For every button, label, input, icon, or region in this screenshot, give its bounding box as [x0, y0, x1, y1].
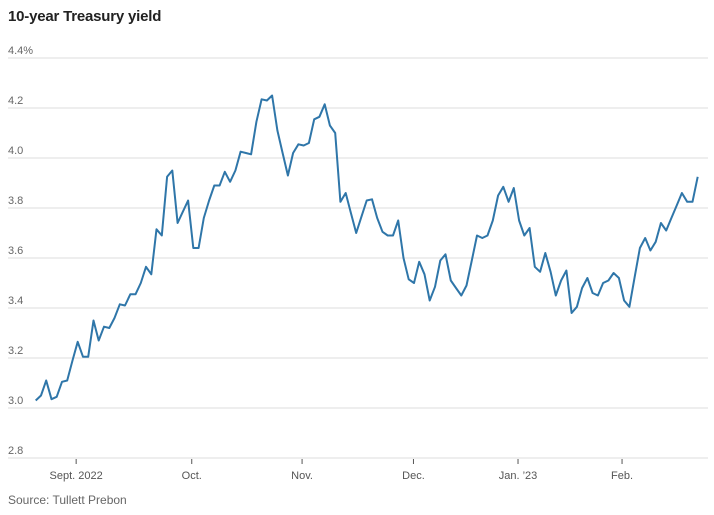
x-axis-ticks: Sept. 2022 Oct. Nov. Dec. Jan. ’23 Feb.	[50, 459, 633, 482]
source-note: Source: Tullett Prebon	[8, 493, 127, 507]
x-tick-label: Feb.	[611, 470, 633, 482]
y-tick-label: 4.2	[8, 95, 23, 107]
x-tick-label: Jan. ’23	[499, 470, 538, 482]
y-tick-label: 3.2	[8, 345, 23, 357]
x-tick-label: Oct.	[182, 470, 202, 482]
y-axis-labels: 4.4% 4.2 4.0 3.8 3.6 3.4 3.2 3.0 2.8	[8, 45, 33, 457]
y-tick-label: 4.0	[8, 145, 23, 157]
y-tick-label: 3.8	[8, 195, 23, 207]
series-line-10-year-yield	[35, 94, 699, 402]
y-tick-label: 3.6	[8, 245, 23, 257]
x-tick-label: Sept. 2022	[50, 470, 103, 482]
gridlines	[8, 57, 708, 459]
series-layer	[35, 94, 699, 402]
x-tick-label: Nov.	[291, 470, 313, 482]
x-tick-label: Dec.	[402, 470, 425, 482]
y-tick-label: 3.4	[8, 295, 23, 307]
chart-title: 10-year Treasury yield	[8, 8, 162, 25]
y-tick-label: 2.8	[8, 445, 23, 457]
y-tick-label: 4.4%	[8, 45, 33, 57]
y-tick-label: 3.0	[8, 395, 23, 407]
